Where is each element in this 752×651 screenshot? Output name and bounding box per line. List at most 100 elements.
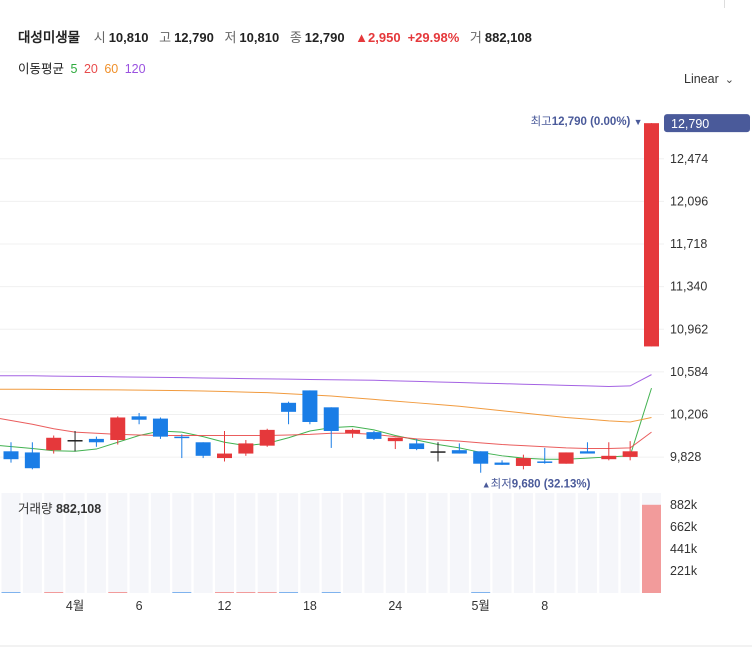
candle-body bbox=[46, 437, 62, 451]
candle-body bbox=[131, 416, 147, 420]
price-tick-label: 11,340 bbox=[670, 280, 707, 294]
volume-tick-label: 882k bbox=[670, 498, 698, 512]
date-tick-label: 4월 bbox=[66, 599, 84, 613]
ma-line-20 bbox=[0, 418, 652, 449]
ma-legend-120: 120 bbox=[124, 62, 146, 76]
volume-column-bg bbox=[407, 493, 427, 593]
volume-tick-label: 662k bbox=[670, 520, 698, 534]
candle-body bbox=[622, 451, 638, 457]
volume-tick-label: 441k bbox=[670, 542, 698, 556]
ma-legend-20: 20 bbox=[83, 62, 98, 76]
volume-bar bbox=[236, 592, 256, 593]
volume-bar bbox=[108, 592, 128, 593]
candle-body bbox=[409, 443, 425, 450]
volume-column-bg bbox=[321, 493, 341, 593]
volume-column-bg bbox=[471, 493, 491, 593]
volume-bar bbox=[215, 592, 234, 593]
candle-body bbox=[195, 442, 211, 456]
volume-bar bbox=[44, 592, 64, 593]
volume-column-bg bbox=[150, 493, 170, 593]
volume-column-bg bbox=[492, 493, 512, 593]
scale-mode-label: Linear bbox=[684, 72, 719, 86]
price-tick-label: 12,096 bbox=[670, 194, 708, 208]
volume-panel-label: 거래량 882,108 bbox=[18, 502, 101, 516]
volume-bar bbox=[471, 592, 491, 593]
volume-column-bg bbox=[236, 493, 256, 593]
ma-legend-60: 60 bbox=[104, 62, 119, 76]
candle-body bbox=[88, 438, 104, 443]
candle-body bbox=[494, 462, 510, 465]
candle-body bbox=[473, 451, 489, 464]
candle-body bbox=[515, 458, 531, 466]
candle-body bbox=[174, 436, 190, 439]
volume-column-bg bbox=[599, 493, 619, 593]
candle-body bbox=[366, 432, 382, 439]
volume-bar bbox=[257, 592, 277, 593]
candle-body bbox=[537, 461, 553, 463]
candle-body bbox=[3, 451, 19, 460]
current-price-tag bbox=[664, 114, 750, 133]
volume-column-bg bbox=[1, 493, 21, 593]
low-annotation: ▲최저9,680 (32.13%) bbox=[482, 478, 591, 491]
volume-bar bbox=[172, 592, 192, 593]
ma-legend-label: 이동평균 bbox=[18, 62, 65, 76]
ma-line-60 bbox=[0, 388, 652, 423]
high-annotation: 최고12,790 (0.00%) ▼ bbox=[531, 115, 643, 128]
candle-body bbox=[558, 452, 574, 464]
volume-column-bg bbox=[108, 493, 128, 593]
volume-bar bbox=[642, 504, 661, 593]
volume-column-bg bbox=[44, 493, 64, 593]
volume-column-bg bbox=[22, 493, 42, 593]
candle-body bbox=[259, 429, 275, 446]
volume-column-bg bbox=[535, 493, 555, 593]
volume-column-bg bbox=[193, 493, 213, 593]
ma-legend-5: 5 bbox=[70, 62, 78, 76]
volume-column-bg bbox=[449, 493, 469, 593]
high-value: 12,790 bbox=[174, 30, 214, 45]
ma-line-5 bbox=[0, 388, 652, 460]
volume-value: 882,108 bbox=[484, 30, 532, 45]
price-header: 대성미생물 시 10,810 고 12,790 저 10,810 종 12,790 ▲2… bbox=[18, 26, 539, 46]
volume-column-bg bbox=[556, 493, 576, 593]
date-tick-label: 6 bbox=[136, 599, 143, 613]
volume-column-bg bbox=[513, 493, 533, 593]
current-price-label: 12,790 bbox=[671, 117, 709, 131]
volume-column-bg bbox=[65, 493, 85, 593]
candle-body bbox=[579, 451, 595, 454]
stock-name: 대성미생물 bbox=[18, 30, 81, 45]
candle-body bbox=[451, 450, 467, 454]
volume-column-bg bbox=[343, 493, 363, 593]
candle-body bbox=[601, 455, 617, 460]
low-value: 10,810 bbox=[239, 30, 280, 45]
volume-bar bbox=[279, 592, 299, 593]
scale-mode-dropdown[interactable]: Linear ⌄ bbox=[684, 72, 734, 86]
change-value: ▲2,950 bbox=[355, 30, 401, 45]
date-tick-label: 18 bbox=[303, 599, 317, 613]
candle-body bbox=[345, 429, 361, 434]
candle-body bbox=[281, 402, 297, 412]
volume-column-bg bbox=[577, 493, 597, 593]
moving-average-legend[interactable]: 이동평균 5 20 60 120 bbox=[18, 58, 149, 77]
price-tick-label: 10,206 bbox=[670, 408, 708, 422]
candle-body bbox=[152, 418, 168, 437]
price-tick-label: 9,828 bbox=[670, 450, 701, 464]
date-tick-label: 24 bbox=[388, 599, 402, 613]
volume-label: 거 bbox=[469, 30, 482, 45]
price-tick-label: 10,962 bbox=[670, 322, 708, 336]
date-tick-label: 12 bbox=[218, 599, 232, 613]
candle-body bbox=[24, 452, 40, 469]
volume-column-bg bbox=[300, 493, 320, 593]
volume-bar bbox=[1, 592, 21, 593]
volume-column-bg bbox=[86, 493, 106, 593]
volume-column-bg bbox=[428, 493, 448, 593]
open-value: 10,810 bbox=[108, 30, 149, 45]
low-label: 저 bbox=[224, 30, 237, 45]
volume-column-bg bbox=[279, 493, 299, 593]
volume-column-bg bbox=[364, 493, 384, 593]
change-percent: +29.98% bbox=[407, 30, 460, 45]
volume-bar bbox=[321, 592, 341, 593]
candle-body bbox=[430, 451, 446, 453]
volume-column-bg bbox=[129, 493, 149, 593]
volume-column-bg bbox=[620, 493, 640, 593]
